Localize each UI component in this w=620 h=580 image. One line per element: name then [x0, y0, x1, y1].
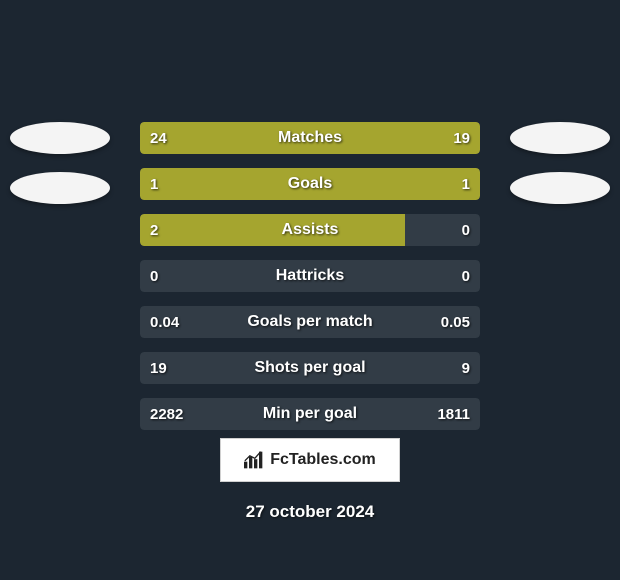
stat-label: Hattricks [140, 260, 480, 292]
footer-date: 27 october 2024 [0, 502, 620, 522]
stat-label: Min per goal [140, 398, 480, 430]
logo-text: FcTables.com [270, 451, 376, 469]
stat-row: 00Hattricks [140, 260, 480, 292]
stat-label: Goals per match [140, 306, 480, 338]
player-left-avatar-2 [10, 172, 110, 204]
stat-row: 2419Matches [140, 122, 480, 154]
bars-icon [244, 451, 264, 469]
stat-row: 199Shots per goal [140, 352, 480, 384]
stat-label: Goals [140, 168, 480, 200]
fctables-logo: FcTables.com [220, 438, 400, 482]
player-right-avatar-2 [510, 172, 610, 204]
stat-label: Shots per goal [140, 352, 480, 384]
stat-row: 22821811Min per goal [140, 398, 480, 430]
player-right-avatar [510, 122, 610, 154]
stat-label: Assists [140, 214, 480, 246]
comparison-bars: 2419Matches 11Goals 20Assists 00Hattricks 0.… [140, 122, 480, 444]
player-left-avatar [10, 122, 110, 154]
stat-row: 0.040.05Goals per match [140, 306, 480, 338]
stat-row: 20Assists [140, 214, 480, 246]
stat-label: Matches [140, 122, 480, 154]
stat-row: 11Goals [140, 168, 480, 200]
